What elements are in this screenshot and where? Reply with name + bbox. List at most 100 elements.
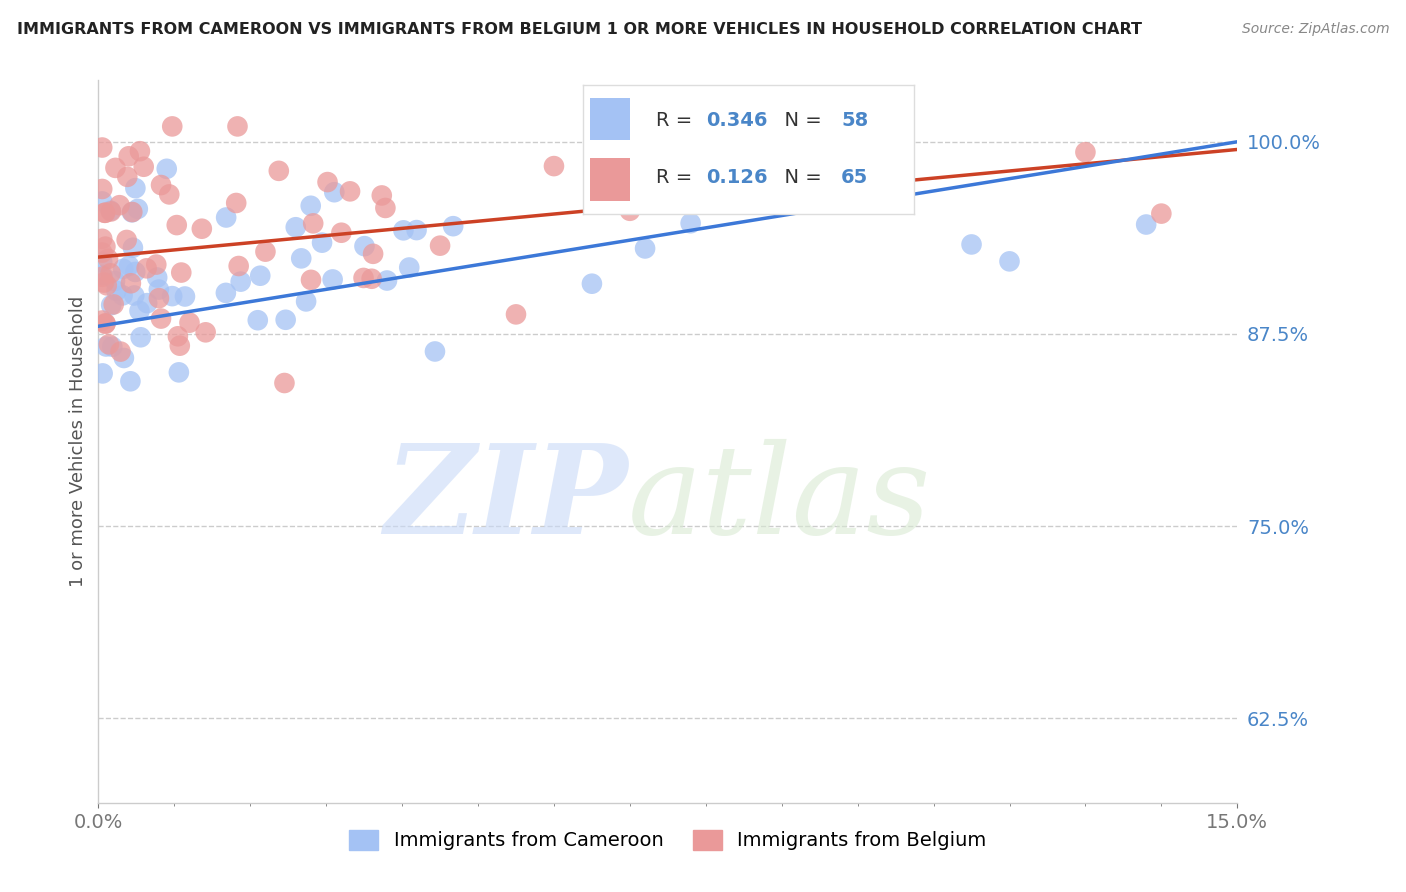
- Point: [174, 289, 197, 303]
- Point: [429, 238, 451, 252]
- Point: [91, 182, 114, 196]
- Point: [150, 311, 173, 326]
- Point: [194, 326, 217, 340]
- Point: [679, 216, 702, 230]
- Point: [215, 211, 238, 225]
- Text: IMMIGRANTS FROM CAMEROON VS IMMIGRANTS FROM BELGIUM 1 OR MORE VEHICLES IN HOUSEH: IMMIGRANTS FROM CAMEROON VS IMMIGRANTS F…: [17, 22, 1142, 37]
- Text: Source: ZipAtlas.com: Source: ZipAtlas.com: [1241, 22, 1389, 37]
- Point: [226, 120, 249, 134]
- Point: [115, 233, 138, 247]
- Point: [127, 202, 149, 216]
- Point: [118, 149, 141, 163]
- Point: [100, 203, 122, 218]
- Point: [246, 313, 269, 327]
- Point: [284, 220, 307, 235]
- Point: [254, 244, 277, 259]
- Point: [94, 316, 117, 330]
- Text: 0.346: 0.346: [706, 112, 768, 130]
- Text: R =: R =: [657, 169, 699, 187]
- Point: [124, 265, 146, 279]
- Point: [374, 201, 396, 215]
- Point: [960, 237, 983, 252]
- Point: [120, 277, 142, 291]
- Point: [118, 259, 141, 273]
- Point: [302, 216, 325, 230]
- Point: [97, 337, 120, 351]
- Point: [112, 351, 135, 365]
- Point: [229, 275, 252, 289]
- Point: [124, 181, 146, 195]
- Point: [339, 185, 361, 199]
- Point: [581, 277, 603, 291]
- Point: [129, 330, 152, 344]
- Point: [392, 223, 415, 237]
- Point: [770, 184, 793, 198]
- Point: [1074, 145, 1097, 160]
- Point: [371, 188, 394, 202]
- Point: [405, 223, 427, 237]
- Point: [128, 303, 150, 318]
- Point: [122, 241, 145, 255]
- Point: [179, 316, 201, 330]
- Point: [249, 268, 271, 283]
- Point: [398, 260, 420, 275]
- Point: [267, 164, 290, 178]
- Point: [1150, 206, 1173, 220]
- Point: [93, 206, 115, 220]
- Point: [91, 269, 114, 284]
- Text: ZIP: ZIP: [384, 439, 628, 560]
- Point: [360, 272, 382, 286]
- Point: [299, 273, 322, 287]
- Point: [295, 294, 318, 309]
- Point: [148, 291, 170, 305]
- Point: [156, 161, 179, 176]
- Point: [91, 268, 114, 283]
- Point: [215, 285, 238, 300]
- Text: R =: R =: [657, 112, 699, 130]
- Point: [135, 261, 157, 276]
- Point: [167, 329, 190, 343]
- Point: [136, 296, 159, 310]
- Bar: [591, 159, 630, 202]
- Y-axis label: 1 or more Vehicles in Household: 1 or more Vehicles in Household: [69, 296, 87, 587]
- Point: [108, 198, 131, 212]
- Point: [225, 196, 247, 211]
- Text: 0.126: 0.126: [706, 169, 768, 187]
- Point: [695, 120, 717, 134]
- Point: [112, 261, 135, 276]
- Point: [316, 175, 339, 189]
- Point: [353, 271, 375, 285]
- Point: [97, 252, 120, 266]
- Point: [100, 266, 122, 280]
- Point: [170, 266, 193, 280]
- Point: [322, 272, 344, 286]
- Point: [150, 178, 173, 192]
- Point: [423, 344, 446, 359]
- Point: [94, 239, 117, 253]
- Point: [167, 365, 190, 379]
- Bar: [591, 98, 630, 140]
- Point: [166, 218, 188, 232]
- Point: [121, 205, 143, 219]
- Point: [120, 374, 142, 388]
- Point: [145, 258, 167, 272]
- Point: [274, 312, 297, 326]
- Point: [132, 160, 155, 174]
- Point: [148, 283, 170, 297]
- Legend: Immigrants from Cameroon, Immigrants from Belgium: Immigrants from Cameroon, Immigrants fro…: [342, 822, 994, 858]
- Point: [273, 376, 295, 390]
- Point: [104, 274, 127, 288]
- Text: 65: 65: [841, 169, 869, 187]
- Point: [91, 245, 114, 260]
- Point: [619, 203, 641, 218]
- Text: atlas: atlas: [628, 439, 931, 560]
- Point: [96, 278, 118, 293]
- Point: [157, 187, 180, 202]
- Point: [290, 252, 312, 266]
- Point: [228, 259, 250, 273]
- Point: [998, 254, 1021, 268]
- Point: [91, 313, 114, 327]
- Point: [162, 120, 184, 134]
- Point: [91, 255, 114, 269]
- Text: N =: N =: [772, 169, 828, 187]
